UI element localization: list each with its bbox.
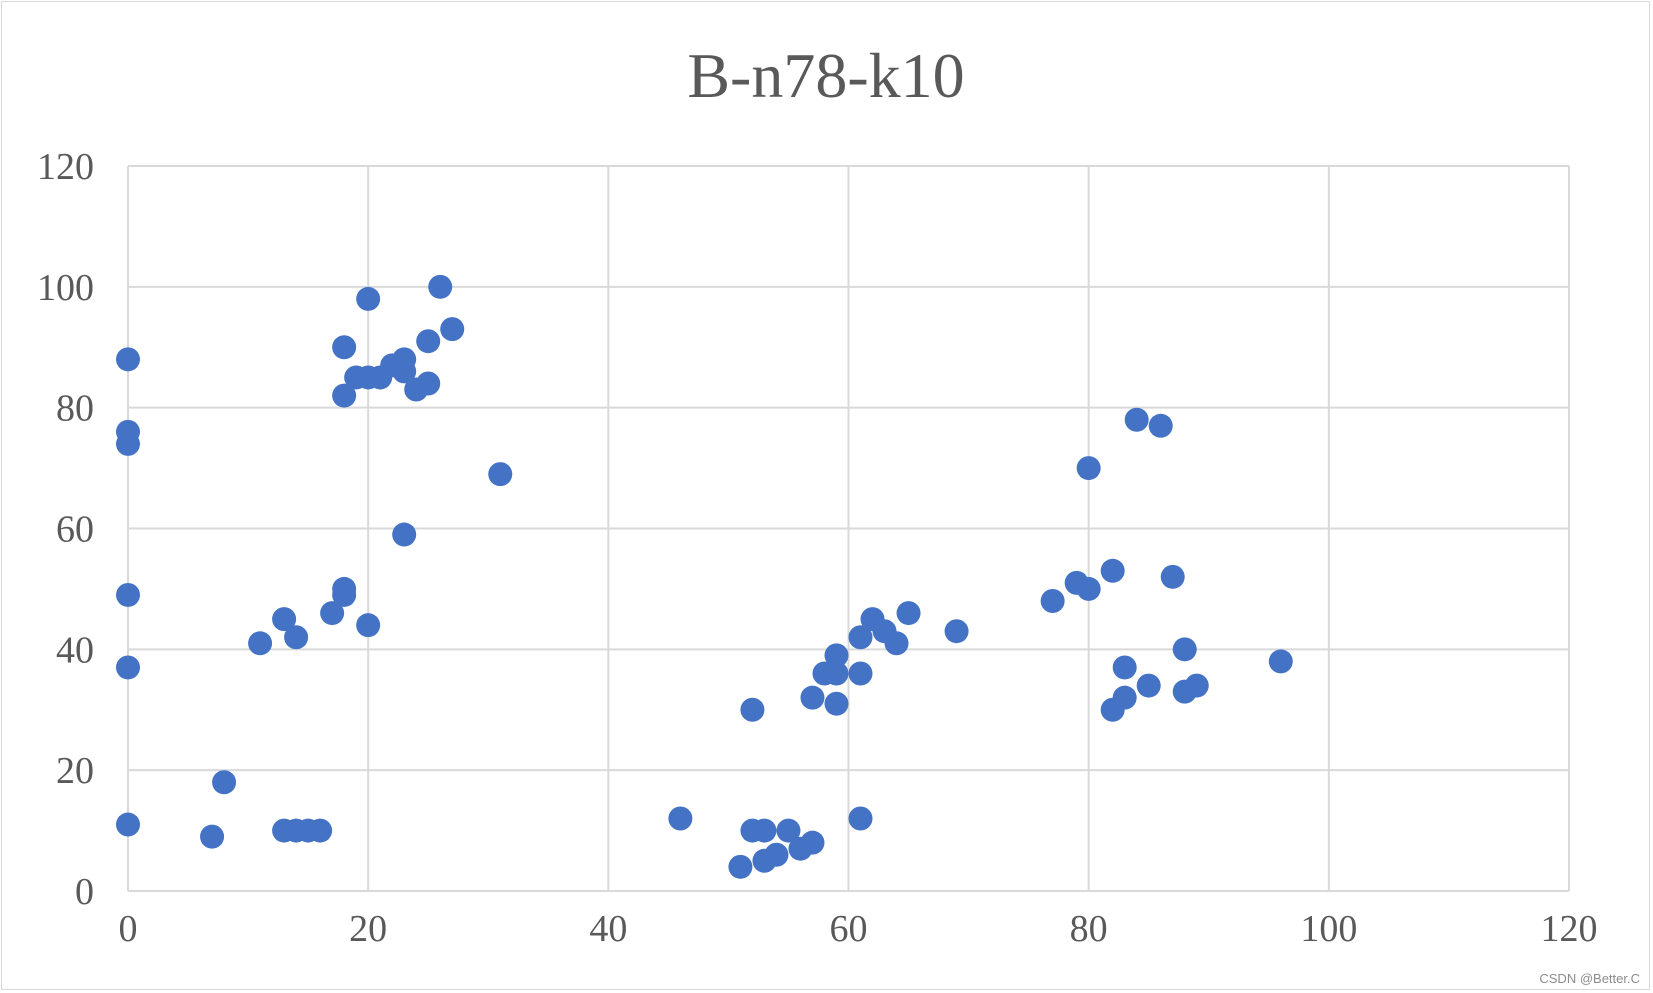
scatter-point (116, 582, 140, 607)
x-tick-label: 0 (119, 908, 138, 950)
scatter-point (824, 661, 849, 686)
x-tick-label: 120 (1541, 908, 1598, 950)
scatter-point (800, 830, 825, 855)
scatter-point (488, 462, 513, 487)
scatter-point (332, 582, 357, 607)
scatter-point (740, 697, 765, 722)
scatter-point (320, 601, 345, 626)
y-tick-label: 80 (56, 388, 94, 430)
scatter-point (416, 371, 441, 396)
y-tick-label: 40 (56, 629, 94, 671)
scatter-point (764, 842, 789, 867)
scatter-point (800, 685, 825, 710)
scatter-point (896, 601, 921, 626)
scatter-point (1124, 407, 1149, 432)
x-tick-label: 20 (349, 908, 387, 950)
scatter-point (200, 824, 225, 849)
x-tick-label: 100 (1300, 908, 1357, 950)
scatter-point (116, 431, 140, 456)
x-tick-label: 60 (830, 908, 868, 950)
y-tick-label: 120 (37, 146, 94, 188)
scatter-point (428, 274, 453, 299)
scatter-point (332, 383, 357, 408)
scatter-point (116, 347, 140, 372)
scatter-point (1160, 564, 1185, 589)
scatter-point (1136, 673, 1161, 698)
scatter-point (1112, 655, 1137, 680)
scatter-point (308, 818, 333, 843)
axis-tick-labels: 0 20 40 60 80 100 120 0 20 40 60 80 100 120 (37, 146, 1598, 950)
scatter-point (824, 643, 849, 668)
scatter-point (776, 818, 801, 843)
scatter-point (1040, 589, 1065, 613)
scatter-point (728, 854, 753, 879)
chart-title: B-n78-k10 (687, 40, 964, 111)
scatter-point (1268, 649, 1293, 674)
scatter-point (248, 631, 273, 656)
scatter-point (356, 286, 381, 311)
gridlines (127, 165, 1570, 892)
scatter-point (944, 619, 969, 644)
scatter-point (392, 359, 417, 384)
y-tick-label: 20 (56, 750, 94, 792)
scatter-point (848, 661, 873, 686)
scatter-point (392, 522, 417, 547)
scatter-point (1100, 558, 1125, 583)
scatter-point (1076, 456, 1101, 481)
scatter-point (824, 691, 849, 716)
watermark: CSDN @Better.C (1539, 971, 1640, 986)
data-points (116, 274, 1293, 879)
scatter-point (440, 317, 465, 342)
scatter-point (1172, 637, 1197, 662)
y-tick-label: 60 (56, 509, 94, 551)
scatter-point (1184, 673, 1209, 698)
scatter-point (272, 607, 297, 632)
scatter-point (284, 625, 309, 650)
x-tick-label: 80 (1070, 908, 1108, 950)
scatter-point (752, 818, 777, 843)
scatter-point (1076, 576, 1101, 601)
scatter-point (1148, 413, 1173, 438)
y-tick-label: 100 (37, 267, 94, 309)
scatter-point (884, 631, 909, 656)
scatter-point (356, 613, 381, 638)
scatter-point (848, 625, 873, 650)
scatter-point (116, 655, 140, 680)
scatter-point (1112, 685, 1137, 710)
x-tick-label: 40 (589, 908, 627, 950)
scatter-point (116, 812, 140, 837)
scatter-point (416, 329, 441, 354)
scatter-point (212, 770, 237, 795)
scatter-point (668, 806, 693, 831)
y-tick-label: 0 (75, 871, 94, 913)
scatter-point (332, 335, 357, 360)
scatter-point (848, 806, 873, 831)
